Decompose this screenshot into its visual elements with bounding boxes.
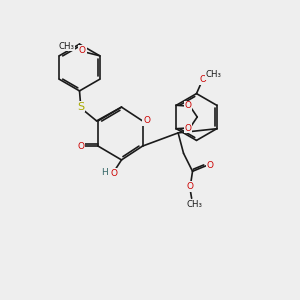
Text: CH₃: CH₃	[187, 200, 202, 209]
Text: H: H	[101, 168, 107, 177]
Text: CH₃: CH₃	[59, 42, 75, 51]
Text: O: O	[185, 101, 192, 110]
Text: O: O	[77, 142, 85, 151]
Text: S: S	[77, 101, 85, 112]
Text: O: O	[206, 161, 213, 170]
Text: O: O	[185, 124, 192, 133]
Text: CH₃: CH₃	[205, 70, 221, 79]
Text: O: O	[110, 169, 117, 178]
Text: O: O	[187, 182, 194, 191]
Text: O: O	[79, 46, 86, 55]
Text: O: O	[200, 75, 207, 84]
Text: O: O	[143, 116, 150, 125]
